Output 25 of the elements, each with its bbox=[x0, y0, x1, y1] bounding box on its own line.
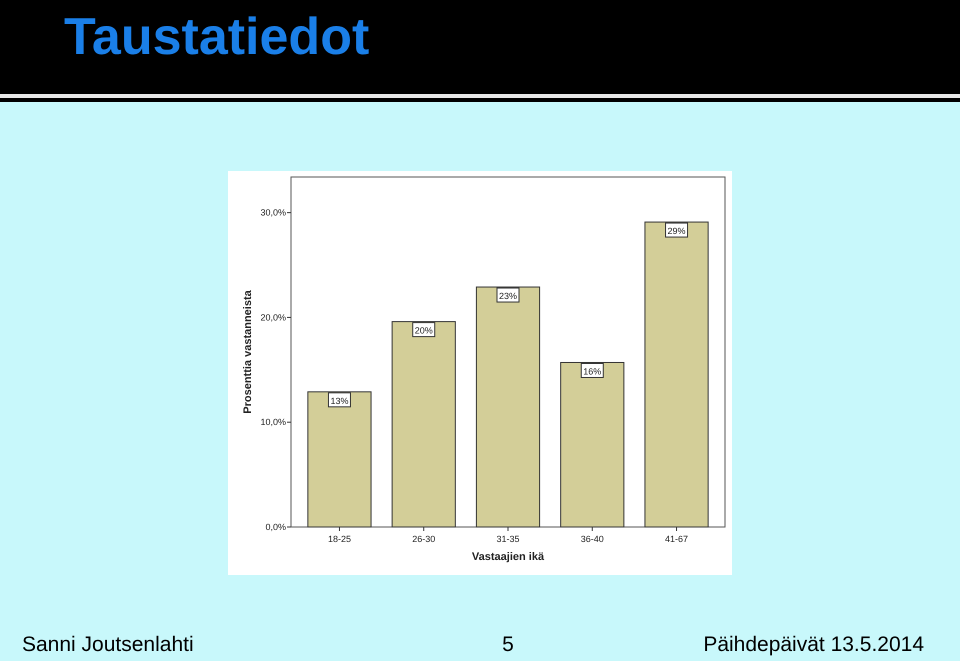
x-tick-label: 36-40 bbox=[580, 534, 604, 544]
data-label: 16% bbox=[583, 366, 602, 376]
y-tick-label: 20,0% bbox=[260, 312, 286, 322]
data-label: 29% bbox=[668, 226, 686, 236]
chart-title: Taustatiedot bbox=[64, 8, 370, 66]
bar bbox=[644, 222, 709, 528]
text: Sanni Joutsenlahti bbox=[22, 633, 194, 656]
x-tick-label: 41-67 bbox=[665, 534, 688, 544]
bar bbox=[560, 362, 624, 528]
y-tick-label: 30,0% bbox=[260, 208, 286, 218]
data-label: 20% bbox=[414, 326, 433, 336]
x-tick-label: 18-25 bbox=[328, 534, 351, 544]
y-tick-label: 10,0% bbox=[260, 417, 286, 428]
x-axis-title: Vastaajien ikä bbox=[472, 551, 545, 563]
bar bbox=[476, 286, 540, 528]
text: Päihdepäivät 13.5.2014 bbox=[703, 633, 924, 656]
bar bbox=[307, 391, 372, 528]
x-tick-label: 26-30 bbox=[412, 534, 436, 544]
data-label: 23% bbox=[498, 291, 518, 302]
bar bbox=[392, 321, 456, 528]
y-tick-label: 0,0% bbox=[265, 522, 286, 532]
x-tick-label: 31-35 bbox=[496, 534, 520, 544]
text: 5 bbox=[502, 633, 514, 656]
data-label: 13% bbox=[330, 396, 348, 406]
y-axis-title: Prosenttia vastanneista bbox=[242, 289, 254, 414]
